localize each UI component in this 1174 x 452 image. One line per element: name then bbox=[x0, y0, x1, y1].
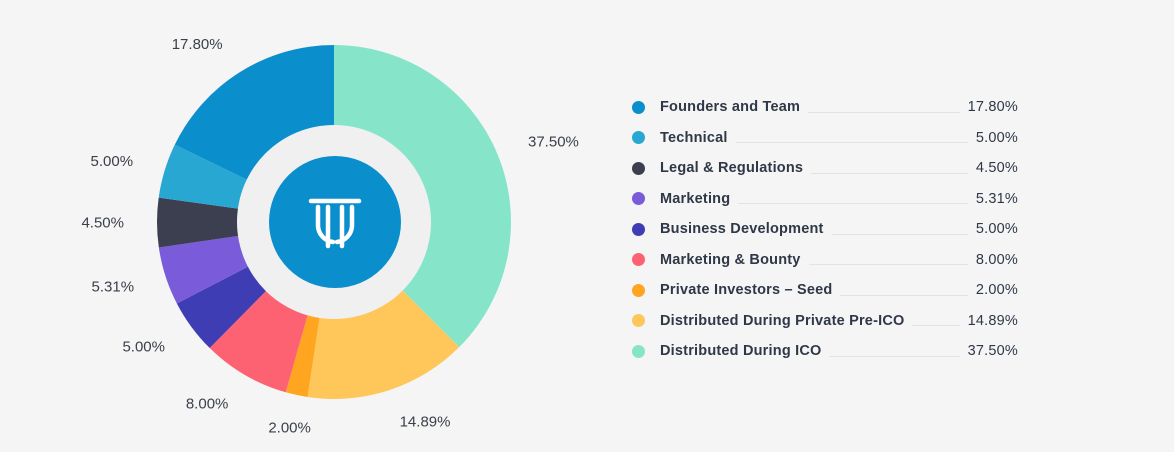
legend-label: Legal & Regulations bbox=[660, 160, 804, 177]
legend-label: Technical bbox=[660, 129, 728, 146]
legend-divider bbox=[735, 142, 968, 144]
slice-value-label: 2.00% bbox=[268, 419, 311, 436]
slice-value-label: 17.80% bbox=[172, 36, 223, 53]
legend-divider bbox=[829, 355, 960, 357]
legend-divider bbox=[808, 111, 960, 113]
legend-divider bbox=[811, 172, 968, 174]
legend-item: Founders and Team 17.80% bbox=[632, 92, 1018, 123]
legend-label: Marketing & Bounty bbox=[660, 251, 801, 268]
legend-item: Technical 5.00% bbox=[632, 123, 1018, 154]
legend-divider bbox=[738, 203, 968, 205]
legend-item: Private Investors – Seed 2.00% bbox=[632, 275, 1018, 306]
legend-swatch-icon bbox=[632, 100, 645, 114]
legend-label: Private Investors – Seed bbox=[660, 282, 833, 299]
legend-item: Distributed During ICO 37.50% bbox=[632, 336, 1018, 367]
slice-value-label: 37.50% bbox=[528, 134, 579, 151]
slice-value-label: 8.00% bbox=[186, 396, 229, 413]
slice-value-label: 5.31% bbox=[92, 278, 135, 295]
legend-swatch-icon bbox=[632, 192, 645, 206]
legend-swatch-icon bbox=[632, 283, 645, 297]
token-logo-icon bbox=[269, 156, 401, 288]
slice-value-label: 4.50% bbox=[81, 215, 124, 232]
slice-value-label: 5.00% bbox=[91, 153, 134, 170]
legend-divider bbox=[808, 264, 968, 266]
legend-swatch-icon bbox=[632, 131, 645, 145]
legend-swatch-icon bbox=[632, 222, 645, 236]
legend-label: Distributed During ICO bbox=[660, 343, 822, 360]
legend-divider bbox=[831, 233, 968, 235]
legend-item: Distributed During Private Pre-ICO 14.89% bbox=[632, 306, 1018, 337]
chart-legend: Founders and Team 17.80% Technical 5.00% Leg… bbox=[632, 92, 1018, 367]
legend-value: 14.89% bbox=[967, 312, 1018, 329]
legend-divider bbox=[840, 294, 968, 296]
legend-swatch-icon bbox=[632, 253, 645, 267]
legend-label: Founders and Team bbox=[660, 99, 801, 116]
legend-item: Marketing 5.31% bbox=[632, 184, 1018, 215]
legend-label: Business Development bbox=[660, 221, 824, 238]
legend-value: 5.00% bbox=[975, 129, 1018, 146]
slice-value-label: 14.89% bbox=[400, 414, 451, 431]
legend-item: Marketing & Bounty 8.00% bbox=[632, 245, 1018, 276]
legend-label: Marketing bbox=[660, 190, 731, 207]
legend-swatch-icon bbox=[632, 314, 645, 328]
legend-value: 17.80% bbox=[967, 99, 1018, 116]
legend-value: 37.50% bbox=[967, 343, 1018, 360]
legend-swatch-icon bbox=[632, 161, 645, 175]
legend-swatch-icon bbox=[632, 344, 645, 358]
slice-labels: 37.50% 14.89% 2.00% 8.00% 5.00% 5.31% 4.50% 5.0… bbox=[81, 36, 578, 436]
legend-item: Legal & Regulations 4.50% bbox=[632, 153, 1018, 184]
legend-item: Business Development 5.00% bbox=[632, 214, 1018, 245]
legend-value: 5.00% bbox=[975, 221, 1018, 238]
legend-value: 2.00% bbox=[975, 282, 1018, 299]
legend-value: 8.00% bbox=[975, 251, 1018, 268]
legend-value: 5.31% bbox=[975, 190, 1018, 207]
legend-label: Distributed During Private Pre-ICO bbox=[660, 312, 905, 329]
slice-value-label: 5.00% bbox=[122, 339, 165, 356]
legend-divider bbox=[912, 325, 960, 327]
legend-value: 4.50% bbox=[975, 160, 1018, 177]
